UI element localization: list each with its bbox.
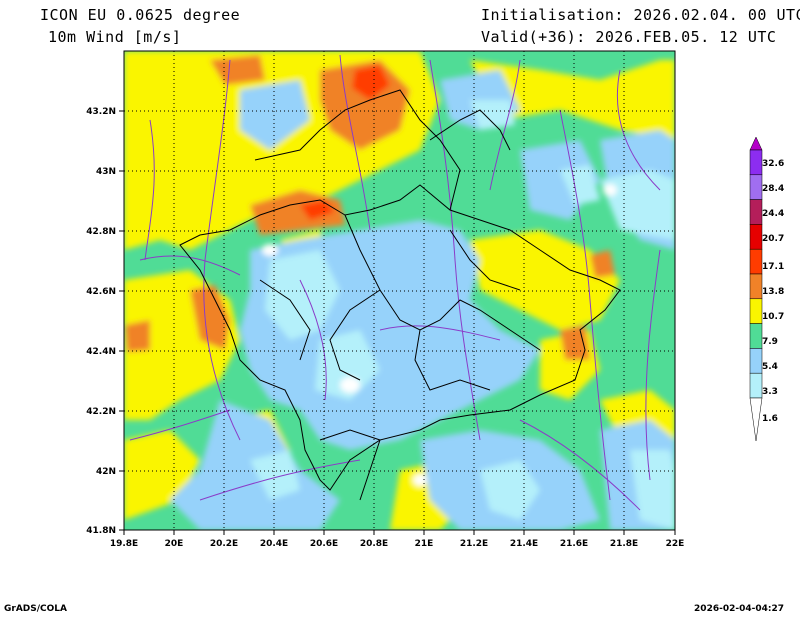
longitude-labels: 19.8E 20E 20.2E 20.4E 20.6E 20.8E 21E 21… bbox=[110, 539, 685, 549]
lon-label: 20E bbox=[165, 539, 184, 549]
lon-label: 20.6E bbox=[310, 539, 338, 549]
band-1-6-3-3 bbox=[250, 100, 675, 530]
colorbar-max-arrow bbox=[749, 136, 763, 151]
colorbar-label: 24.4 bbox=[762, 209, 784, 219]
lon-label: 21.6E bbox=[560, 539, 588, 549]
colorbar-label: 13.8 bbox=[762, 287, 784, 297]
colorbar-swatch bbox=[749, 298, 763, 324]
lat-label: 42.8N bbox=[86, 227, 116, 237]
lon-label: 20.2E bbox=[210, 539, 238, 549]
colorbar-labels: 32.6 28.4 24.4 20.7 17.1 13.8 10.7 7.9 5… bbox=[762, 159, 784, 424]
colorbar-swatch bbox=[749, 323, 763, 349]
generation-timestamp: 2026-02-04-04:27 bbox=[694, 604, 784, 614]
lon-label: 19.8E bbox=[110, 539, 138, 549]
colorbar-swatch bbox=[749, 174, 763, 200]
colorbar-label: 20.7 bbox=[762, 234, 784, 244]
lon-label: 20.8E bbox=[360, 539, 388, 549]
software-credit: GrADS/COLA bbox=[4, 604, 67, 614]
band-lt-1-6 bbox=[262, 184, 617, 486]
colorbar-swatch bbox=[749, 372, 763, 399]
country-borders bbox=[179, 89, 621, 501]
colorbar bbox=[749, 136, 763, 442]
lat-label: 43N bbox=[96, 167, 116, 177]
lon-label: 21.8E bbox=[610, 539, 638, 549]
colorbar-swatch bbox=[749, 273, 763, 300]
colorbar-swatch bbox=[749, 248, 763, 275]
colorbar-label: 32.6 bbox=[762, 159, 784, 169]
colorbar-label: 10.7 bbox=[762, 312, 784, 322]
lat-label: 42.6N bbox=[86, 287, 116, 297]
colorbar-swatch bbox=[749, 149, 763, 176]
colorbar-swatch bbox=[749, 224, 763, 250]
map-title-variable: 10m Wind [m/s] bbox=[48, 28, 182, 46]
colorbar-label: 5.4 bbox=[762, 362, 778, 372]
lon-label: 20.4E bbox=[260, 539, 288, 549]
colorbar-swatch bbox=[749, 199, 763, 225]
lat-label: 42.2N bbox=[86, 407, 116, 417]
lat-label: 42.4N bbox=[86, 347, 116, 357]
valid-time: Valid(+36): 2026.FEB.05. 12 UTC bbox=[481, 28, 777, 46]
wind-speed-field bbox=[124, 51, 675, 530]
lat-label: 42N bbox=[96, 467, 116, 477]
tick-marks bbox=[119, 110, 676, 535]
colorbar-min-arrow bbox=[749, 397, 763, 442]
map-title-model: ICON EU 0.0625 degree bbox=[40, 6, 241, 24]
lat-label: 43.2N bbox=[86, 107, 116, 117]
colorbar-label: 1.6 bbox=[762, 414, 778, 424]
colorbar-label: 3.3 bbox=[762, 387, 778, 397]
colorbar-label: 7.9 bbox=[762, 337, 778, 347]
lon-label: 21.4E bbox=[510, 539, 538, 549]
streamlines bbox=[129, 54, 661, 511]
initialisation-time: Initialisation: 2026.02.04. 00 UTC bbox=[481, 6, 800, 24]
colorbar-label: 28.4 bbox=[762, 184, 784, 194]
lon-label: 21.2E bbox=[460, 539, 488, 549]
lat-label: 41.8N bbox=[86, 526, 116, 536]
latitude-labels: 43.2N 43N 42.8N 42.6N 42.4N 42.2N 42N 41… bbox=[86, 107, 116, 536]
colorbar-label: 17.1 bbox=[762, 262, 784, 272]
lon-label: 22E bbox=[666, 539, 685, 549]
band-13-8-17-1 bbox=[300, 65, 390, 220]
lon-label: 21E bbox=[415, 539, 434, 549]
colorbar-swatch bbox=[749, 348, 763, 374]
